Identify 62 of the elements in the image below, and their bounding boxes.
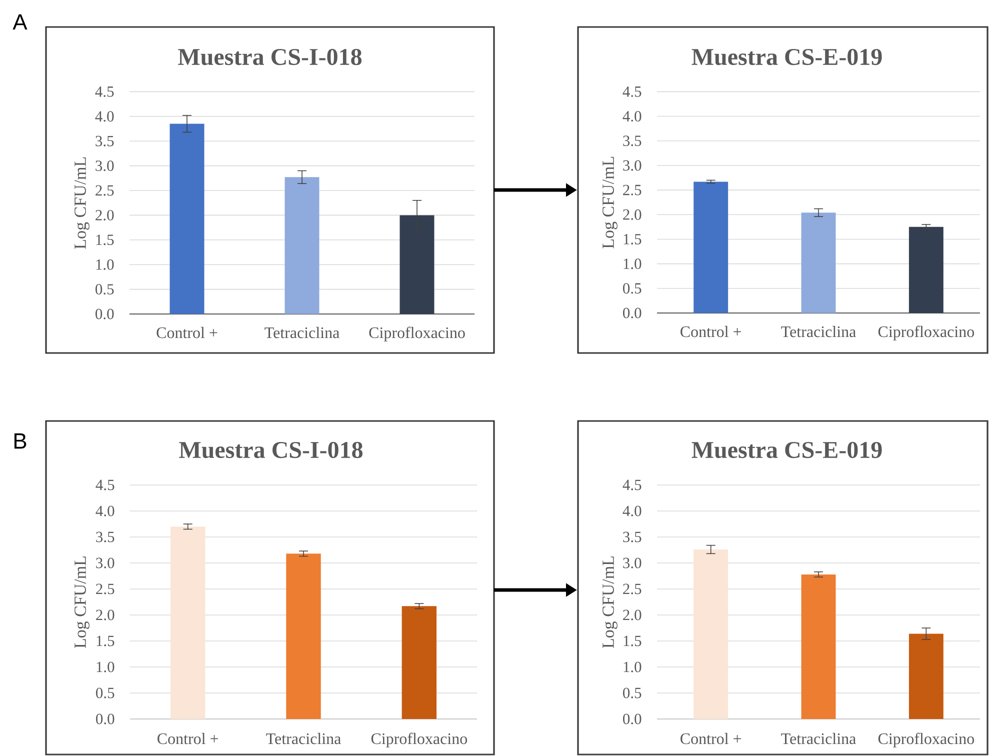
y-tick-label: 4.0 — [96, 506, 114, 516]
x-tick-label: Control + — [680, 326, 742, 338]
y-tick-label: 4.5 — [96, 480, 114, 490]
y-tick-label: 4.5 — [622, 86, 642, 97]
x-tick-label: Tetraciclina — [781, 326, 856, 338]
text: A — [12, 14, 28, 30]
y-tick-label: 3.5 — [623, 532, 642, 542]
y-tick-label: 3.5 — [623, 136, 642, 146]
text: B — [14, 433, 26, 449]
y-tick-label: 0.0 — [96, 714, 114, 724]
y-tick-label: 0.5 — [623, 688, 642, 698]
y-tick-label: 0.5 — [96, 688, 114, 698]
y-tick-label: 4.0 — [95, 111, 114, 122]
x-tick-label: Control + — [158, 732, 218, 744]
y-tick-label: 3.5 — [96, 532, 114, 542]
y-tick-label: 4.0 — [622, 111, 642, 122]
y-axis-title: Log CFU/mL — [74, 556, 90, 648]
y-tick-label: 2.0 — [96, 610, 114, 620]
y-tick-label: 1.5 — [96, 234, 114, 246]
chart-title: Muestra CS-E-019 — [692, 48, 882, 66]
y-tick-label: 1.5 — [96, 636, 114, 646]
y-tick-label: 0.0 — [96, 308, 114, 320]
y-tick-label: 2.0 — [96, 210, 114, 220]
x-tick-label: Control + — [156, 326, 218, 338]
y-tick-label: 3.0 — [96, 160, 114, 172]
y-tick-label: 3.0 — [623, 160, 642, 171]
y-tick-label: 1.0 — [96, 662, 114, 672]
y-tick-label: 3.5 — [96, 136, 114, 146]
y-axis-title: Log CFU/mL — [602, 556, 618, 648]
y-axis-title: Log CFU/mL — [602, 156, 618, 248]
y-tick-label: 2.0 — [623, 209, 642, 220]
y-tick-label: 4.5 — [622, 480, 642, 490]
x-tick-label: Tetraciclina — [781, 732, 856, 744]
y-tick-label: 1.0 — [624, 662, 642, 672]
y-tick-label: 0.0 — [623, 714, 642, 724]
y-tick-label: 0.5 — [623, 283, 642, 294]
y-tick-label: 1.5 — [624, 636, 642, 646]
chart-title: Muestra CS-E-019 — [692, 442, 882, 458]
x-tick-label: Tetraciclina — [264, 326, 340, 338]
y-tick-label: 2.5 — [96, 584, 114, 594]
y-axis-title: Log CFU/mL — [74, 157, 90, 249]
y-tick-label: 1.0 — [96, 259, 114, 270]
y-tick-label: 2.0 — [623, 610, 642, 620]
chart-title: Muestra CS-I-018 — [179, 442, 363, 458]
x-tick-label: Ciprofloxacino — [371, 732, 467, 748]
y-tick-label: 2.5 — [623, 184, 642, 196]
x-tick-label: Ciprofloxacino — [369, 326, 465, 342]
y-tick-label: 1.0 — [624, 258, 642, 270]
y-tick-label: 0.0 — [623, 308, 642, 318]
y-tick-label: 4.5 — [95, 86, 114, 97]
y-tick-label: 3.0 — [96, 558, 114, 568]
chart-title: Muestra CS-I-018 — [178, 48, 362, 66]
x-tick-label: Tetraciclina — [266, 732, 341, 744]
y-tick-label: 4.0 — [622, 506, 642, 516]
y-tick-label: 2.5 — [96, 185, 114, 196]
y-tick-label: 2.5 — [623, 584, 642, 594]
x-tick-label: Ciprofloxacino — [878, 732, 974, 748]
y-tick-label: 0.5 — [96, 284, 114, 295]
x-tick-label: Control + — [680, 732, 742, 744]
y-tick-label: 3.0 — [623, 558, 642, 568]
x-tick-label: Ciprofloxacino — [878, 326, 974, 340]
y-tick-label: 1.5 — [624, 234, 642, 244]
